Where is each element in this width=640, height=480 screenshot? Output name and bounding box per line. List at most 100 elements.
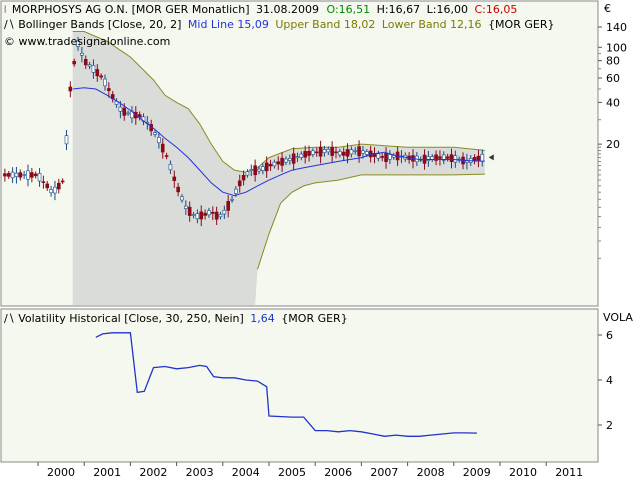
candle-body bbox=[45, 183, 50, 189]
candle-body bbox=[311, 150, 315, 155]
candle-body bbox=[441, 154, 446, 161]
candle-body bbox=[380, 156, 384, 158]
upper-band-line bbox=[72, 31, 485, 173]
candle-body bbox=[272, 161, 277, 167]
candle-body bbox=[453, 155, 458, 163]
candle-body bbox=[164, 155, 169, 157]
candle-body bbox=[222, 209, 227, 215]
candle-body bbox=[3, 173, 7, 177]
candle-body bbox=[157, 137, 161, 144]
candle-body bbox=[376, 153, 381, 159]
x-tick-label: 2005 bbox=[278, 466, 306, 479]
vola-axis-label: VOLA bbox=[603, 311, 633, 324]
bb-mid: Mid Line 15,09 bbox=[188, 18, 269, 31]
x-tick-label: 2003 bbox=[186, 466, 214, 479]
y-tick-label: 40 bbox=[606, 96, 620, 109]
candle-body bbox=[357, 146, 361, 157]
candle-body bbox=[137, 114, 142, 118]
vol-tick-label: 6 bbox=[606, 329, 613, 342]
candle-body bbox=[341, 151, 346, 156]
y-tick-label: 80 bbox=[606, 55, 620, 68]
vol-value: 1,64 bbox=[250, 312, 275, 325]
price-plot bbox=[3, 31, 494, 305]
candle-body bbox=[126, 112, 130, 115]
candle-body bbox=[384, 153, 388, 162]
candle-body bbox=[199, 211, 204, 220]
candle-body bbox=[41, 181, 46, 183]
candle-body bbox=[218, 214, 223, 218]
candle-body bbox=[53, 186, 57, 194]
candle-body bbox=[226, 200, 230, 211]
y-tick-label: 20 bbox=[606, 138, 620, 151]
candle-body bbox=[249, 169, 254, 171]
candle-body bbox=[95, 69, 100, 77]
candle-body bbox=[214, 211, 219, 220]
candle-body bbox=[476, 155, 481, 161]
candle-body bbox=[334, 151, 338, 154]
candle-body bbox=[280, 157, 284, 166]
candle-body bbox=[33, 173, 38, 177]
candle-body bbox=[87, 64, 92, 67]
candle-body bbox=[430, 156, 435, 160]
candle-body bbox=[153, 132, 157, 135]
x-tick-label: 2009 bbox=[463, 466, 491, 479]
bollinger-band-area bbox=[72, 31, 485, 305]
candle-body bbox=[76, 40, 80, 47]
close-value: C:16,05 bbox=[474, 3, 517, 16]
candle-body bbox=[472, 157, 477, 162]
candle-body bbox=[438, 156, 442, 159]
candle-body bbox=[318, 146, 323, 157]
candle-body bbox=[68, 86, 73, 92]
bb-label: Bollinger Bands [Close, 20, 2] bbox=[18, 18, 181, 31]
candle-body bbox=[245, 171, 250, 176]
candle-body bbox=[80, 52, 84, 56]
candle-body bbox=[37, 173, 42, 182]
candle-body bbox=[307, 150, 311, 156]
candle-body bbox=[184, 205, 188, 209]
candle-body bbox=[330, 146, 334, 156]
candle-body bbox=[122, 107, 127, 116]
candle-body bbox=[172, 176, 177, 181]
candle-body bbox=[322, 149, 327, 153]
x-tick-label: 2011 bbox=[555, 466, 583, 479]
high-value: H:16,67 bbox=[377, 3, 420, 16]
candle-body bbox=[364, 151, 369, 155]
low-value: L:16,00 bbox=[427, 3, 468, 16]
candle-body bbox=[261, 166, 265, 171]
candle-body bbox=[230, 198, 234, 201]
candle-body bbox=[314, 151, 319, 154]
candle-body bbox=[257, 168, 261, 172]
bars-icon: ⧙ bbox=[4, 3, 6, 16]
vol-tick-label: 4 bbox=[606, 374, 613, 387]
currency-label: € bbox=[604, 2, 611, 15]
candle-body bbox=[253, 165, 257, 176]
candle-body bbox=[210, 211, 215, 214]
y-tick-label: 140 bbox=[606, 21, 627, 34]
x-tick-label: 2000 bbox=[47, 466, 75, 479]
candle-body bbox=[388, 154, 392, 160]
vol-symbol: {MOR GER} bbox=[281, 312, 347, 325]
candle-body bbox=[118, 106, 123, 112]
candle-body bbox=[99, 75, 103, 78]
candle-body bbox=[130, 110, 134, 119]
candle-body bbox=[64, 135, 69, 145]
bb-lower: Lower Band 12,16 bbox=[382, 18, 482, 31]
candle-body bbox=[187, 206, 192, 216]
candle-body bbox=[465, 159, 469, 163]
candle-body bbox=[295, 156, 300, 159]
candle-body bbox=[338, 151, 342, 156]
volatility-plot bbox=[95, 332, 477, 437]
x-tick-label: 2004 bbox=[232, 466, 260, 479]
time-axis: 2000 2001 2002 2003 2004 2005 2006 2007 2008 2009… bbox=[37, 462, 583, 479]
volatility-line bbox=[95, 332, 477, 437]
price-candles bbox=[3, 36, 485, 227]
candle-body bbox=[195, 213, 200, 220]
indicator-icon: ∕∖ bbox=[4, 312, 15, 325]
candle-body bbox=[345, 149, 350, 157]
candle-body bbox=[22, 174, 26, 176]
candle-body bbox=[30, 172, 34, 178]
volatility-axis: 6 4 2 bbox=[598, 329, 613, 432]
x-tick-label: 2006 bbox=[324, 466, 352, 479]
